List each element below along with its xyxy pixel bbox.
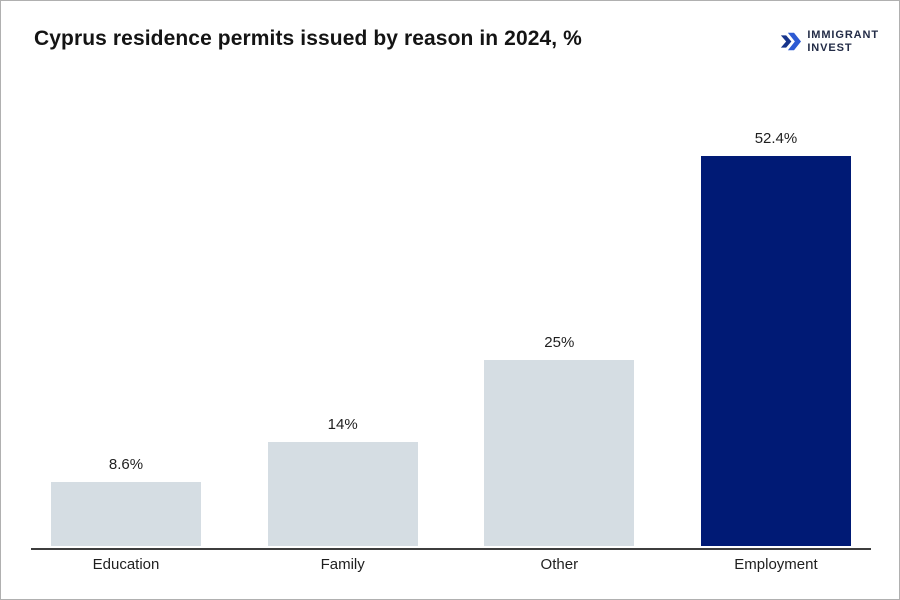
x-axis-line [31, 548, 871, 550]
bar-group-education: 8.6% [51, 456, 201, 546]
bar [700, 156, 851, 546]
bar [484, 360, 635, 546]
category-label: Family [320, 556, 365, 573]
category-axis: Education Family Other Employment [31, 556, 871, 573]
bar-group-family: 14% [267, 416, 418, 546]
logo-wordmark: IMMIGRANT INVEST [807, 29, 879, 55]
bar-value-label: 52.4% [754, 130, 798, 147]
bar-value-label: 25% [544, 334, 575, 351]
double-chevron-icon [780, 30, 802, 53]
bar-group-other: 25% [484, 334, 635, 546]
bar-value-label: 8.6% [108, 456, 144, 473]
category-label: Education [92, 556, 160, 573]
plot-area: 8.6% 14% 25% 52.4% [31, 76, 871, 546]
logo-line-2: INVEST [807, 41, 853, 54]
chart-title: Cyprus residence permits issued by reaso… [34, 27, 582, 50]
logo-line-1: IMMIGRANT [807, 29, 879, 41]
category-label: Employment [734, 556, 818, 573]
bar-group-employment: 52.4% [700, 130, 851, 546]
immigrant-invest-logo: IMMIGRANT INVEST [780, 29, 879, 55]
category-label: Other [540, 556, 579, 573]
bar-value-label: 14% [327, 416, 358, 433]
bar [267, 442, 418, 546]
bar [51, 482, 201, 546]
